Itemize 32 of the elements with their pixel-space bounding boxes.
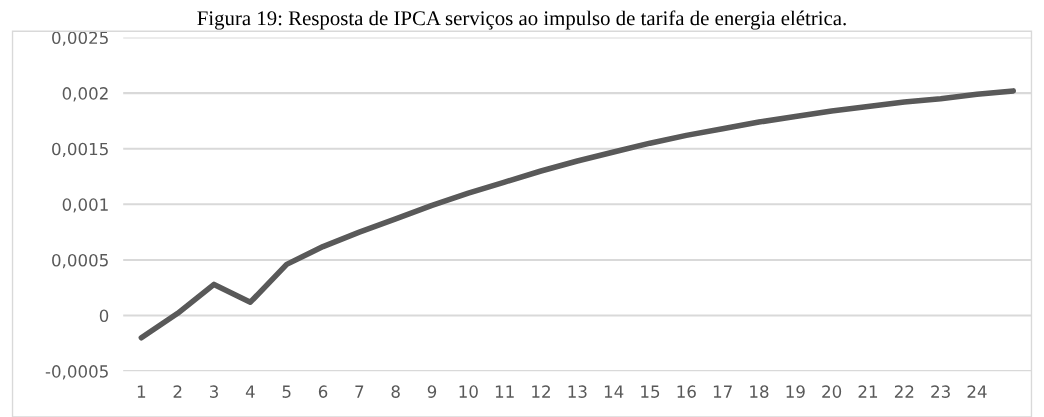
y-tick-label: 0,001 <box>62 198 108 213</box>
x-tick-label: 9 <box>427 385 437 398</box>
x-tick-label: 6 <box>318 385 328 398</box>
y-tick-label: 0,0015 <box>52 142 108 157</box>
x-tick-label: 13 <box>568 385 587 398</box>
y-tick-label: 0 <box>99 309 109 323</box>
y-tick-label: 0,0025 <box>52 31 108 46</box>
x-tick-label: 12 <box>532 385 550 398</box>
x-tick-label: 7 <box>355 385 364 398</box>
y-tick-label: -0,0005 <box>45 365 108 380</box>
x-tick-label: 19 <box>786 385 805 398</box>
x-tick-label: 17 <box>713 385 732 398</box>
x-tick-label: 1 <box>137 385 146 398</box>
x-tick-label: 16 <box>677 385 696 398</box>
x-tick-label: 11 <box>495 385 514 398</box>
x-tick-label: 24 <box>967 385 987 398</box>
x-tick-label: 14 <box>604 385 624 398</box>
x-tick-label: 8 <box>391 385 400 398</box>
x-tick-label: 21 <box>858 385 878 398</box>
x-tick-label: 18 <box>750 385 769 398</box>
x-tick-label: 20 <box>822 385 842 398</box>
y-tick-label: 0,002 <box>62 87 108 102</box>
x-tick-label: 15 <box>641 385 660 398</box>
x-tick-label: 10 <box>459 385 478 398</box>
x-tick-label: 2 <box>173 385 182 398</box>
x-tick-label: 4 <box>245 385 255 398</box>
x-tick-label: 5 <box>282 385 291 398</box>
x-tick-label: 22 <box>894 385 914 398</box>
y-tick-label: 0,0005 <box>52 253 108 269</box>
chart-title: Figura 19: Resposta de IPCA serviços ao impulso de tarifa de energia elétrica. <box>197 10 846 30</box>
x-tick-label: 3 <box>209 385 218 398</box>
x-tick-label: 23 <box>931 385 950 398</box>
